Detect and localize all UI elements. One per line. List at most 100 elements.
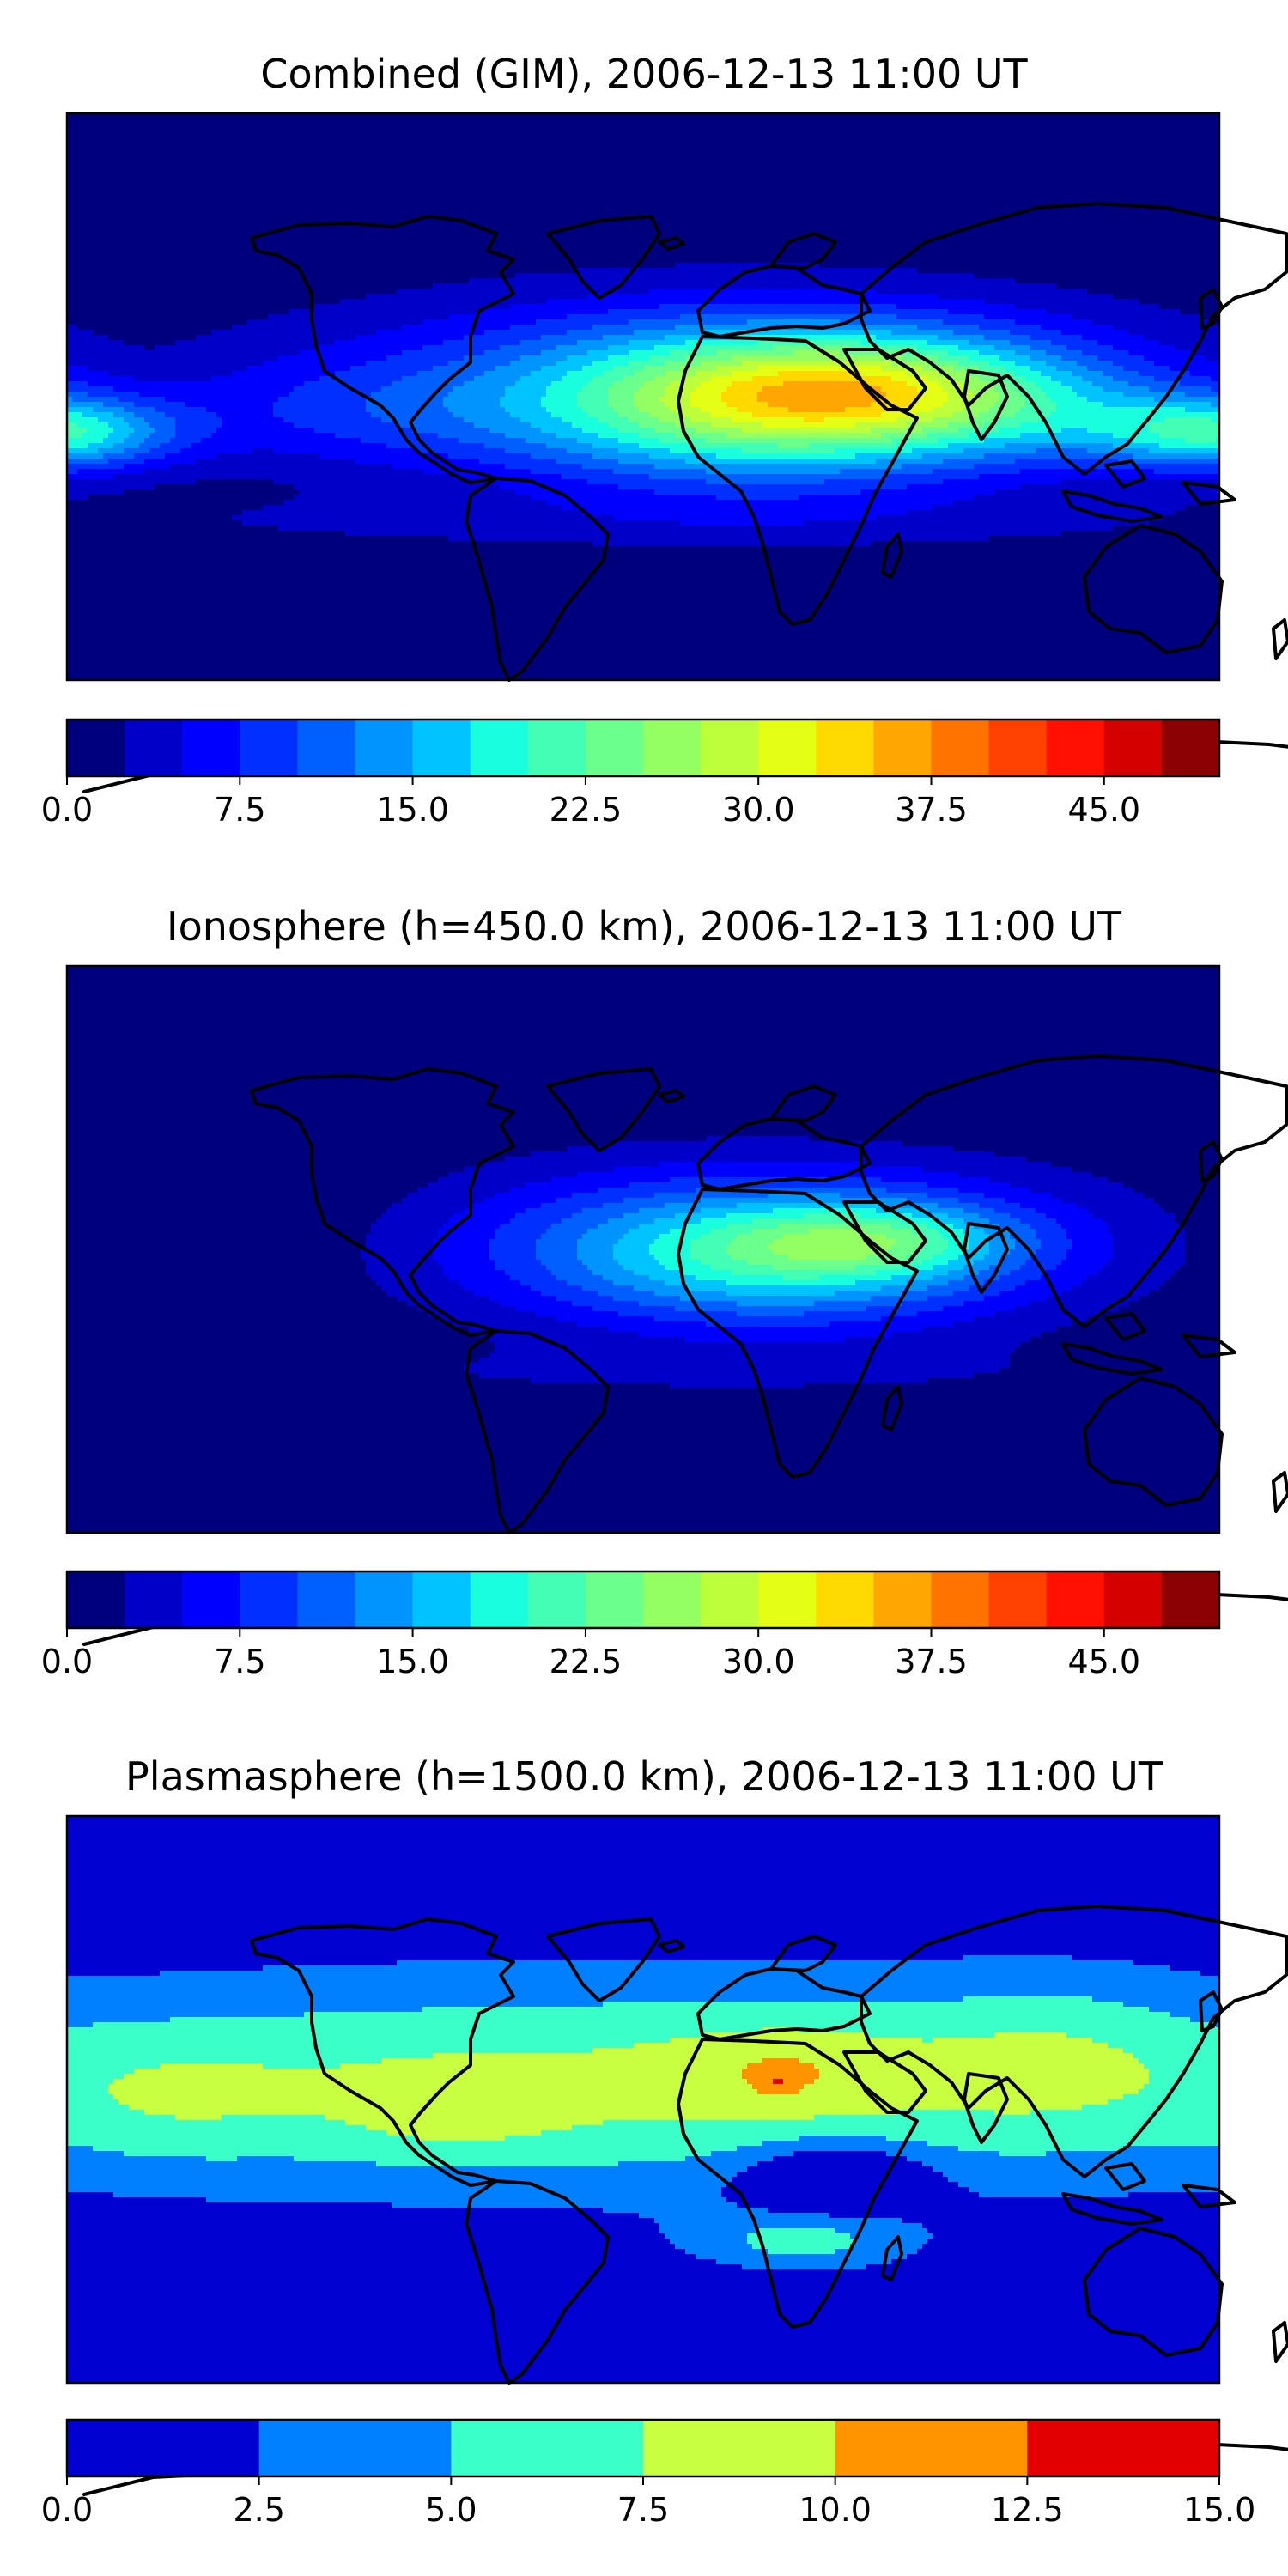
map-cell [840,118,846,125]
map-cell [170,124,176,130]
map-cell [505,118,511,125]
map-cell [762,118,769,125]
map-cell [319,124,325,130]
map-cell [835,118,841,125]
map-cell [546,124,552,130]
map-cell [1066,118,1072,125]
map-cell [139,118,145,125]
map-cell [1103,118,1109,125]
map-cell [1180,118,1186,125]
map-cell [1139,118,1145,125]
map-cell [551,124,557,130]
map-cell [459,124,465,130]
map-cell [242,118,248,125]
map-cell [577,118,583,125]
map-cell [922,118,928,125]
map-cell [1113,118,1119,125]
map-cell [1051,118,1057,125]
map-cell [526,118,532,125]
map-cell [757,118,763,125]
map-cell [222,118,228,125]
map-title: Ionosphere (h=450.0 km), 2006-12-13 11:0… [167,903,1122,950]
map-cell [247,118,253,125]
map-cell [72,124,78,130]
map-cell [902,118,908,125]
map-cell [567,124,573,130]
map-cell [325,124,331,130]
map-cell [397,124,403,130]
map-cell [876,118,882,125]
map-cell [644,118,650,125]
map-cell [917,118,923,125]
map-cell [855,118,861,125]
map-cell [1072,118,1078,125]
map-cell [139,124,145,130]
map-cell [793,118,799,125]
map-cell [1020,118,1026,125]
map-cell [1097,118,1103,125]
map-cell [1087,118,1093,125]
map-cell [242,124,248,130]
map-cell [459,118,465,125]
map-cell [258,118,264,125]
map-cell [103,118,109,125]
map-cell [98,124,104,130]
map-cell [520,124,526,130]
map-cell [118,124,125,130]
map-cell [1154,118,1160,125]
map-cell [871,118,877,125]
map-cell [1108,118,1114,125]
map-cell [577,124,583,130]
map-cell [634,118,640,125]
map-cell [495,118,501,125]
map-cell [500,124,506,130]
map-cell [510,124,516,130]
map-cell [799,118,805,125]
map-cell [448,124,454,130]
map-cell [938,118,944,125]
map-cell [690,118,696,125]
map-cell [201,124,207,130]
map-cell [562,118,568,125]
map-cell [206,124,212,130]
map-cell [237,124,243,130]
map-cell [88,118,94,125]
map-cell [428,118,434,125]
map-cell [206,118,212,125]
map-cell [659,118,665,125]
map-cell [1061,118,1067,125]
map-cell [185,118,191,125]
map-cell [907,118,913,125]
map-cell [273,118,279,125]
map-cell [448,118,454,125]
map-cell [165,118,171,125]
map-cell [325,118,331,125]
figure: Combined (GIM), 2006-12-13 11:00 UT Iono… [0,0,1288,2576]
map-cell [747,118,753,125]
map-cell [129,124,135,130]
map-cell [927,118,933,125]
map-cell [180,118,186,125]
map-cell [1190,118,1196,125]
map-cell [1046,118,1052,125]
map-cell [963,118,969,125]
map-cell [417,118,423,125]
map-cell [170,118,176,125]
map-cell [541,124,547,130]
map-cell [438,124,444,130]
map-cell [1159,118,1165,125]
map-cell [1082,118,1088,125]
map-cell [314,118,320,125]
map-cell [541,118,547,125]
map-cell [160,124,166,130]
map-cell [464,118,470,125]
map-cell [814,118,820,125]
map-cell [268,118,274,125]
map-cell [232,124,238,130]
map-cell [443,124,449,130]
map-cell [155,118,161,125]
map-cell [252,124,258,130]
map-cell [422,118,428,125]
map-cell [1025,118,1031,125]
map-cell [536,118,542,125]
